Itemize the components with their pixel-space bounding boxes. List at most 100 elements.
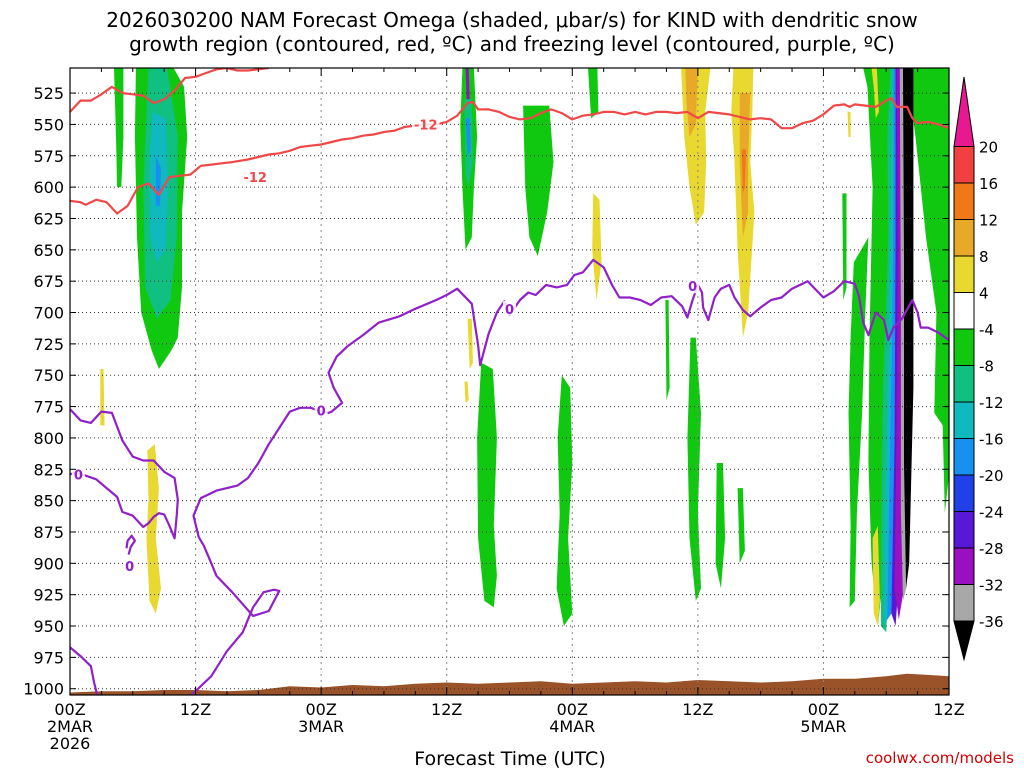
x-tick-label: 00Z xyxy=(557,700,588,719)
freezing-contour-label-bg xyxy=(686,278,700,294)
credit-text: coolwx.com/models xyxy=(866,749,1014,767)
dgz-contour-label-bg xyxy=(412,116,440,132)
omega-region xyxy=(685,68,698,137)
y-tick-label: 975 xyxy=(33,648,64,667)
x-axis-title: Forecast Time (UTC) xyxy=(414,748,605,768)
colorbar-label: -4 xyxy=(979,321,994,339)
x-tick-label: 12Z xyxy=(180,700,211,719)
colorbar-label: -28 xyxy=(979,540,1004,558)
colorbar-label: -12 xyxy=(979,394,1004,412)
omega-region xyxy=(903,68,914,589)
freezing-contour-label: 0 xyxy=(74,468,83,483)
freezing-contour-label-bg xyxy=(502,300,517,316)
freezing-contour-label: 0 xyxy=(317,404,326,419)
y-tick-label: 900 xyxy=(33,554,64,573)
freezing-contour-label-bg xyxy=(314,402,328,418)
omega-shading xyxy=(100,68,949,633)
colorbar-swatch xyxy=(953,365,975,403)
y-tick-label: 875 xyxy=(33,523,64,542)
y-tick-label: 575 xyxy=(33,147,64,166)
contour-layer: -12 -12 0 0 0 0 0 xyxy=(70,68,949,695)
colorbar: 20 16 12 8 4 -4 -8 -12 -16 -20 -24 -28 -32 -36 xyxy=(953,76,1004,662)
omega-region xyxy=(842,193,847,300)
colorbar-swatch xyxy=(953,584,975,622)
y-tick-label: 600 xyxy=(33,178,64,197)
y-tick-label: 725 xyxy=(33,335,64,354)
omega-region xyxy=(737,488,745,564)
terrain-area xyxy=(70,673,949,695)
y-tick-label: 675 xyxy=(33,272,64,291)
y-tick-label: 700 xyxy=(33,304,64,323)
y-tick-label: 800 xyxy=(33,429,64,448)
y-tick-label: 550 xyxy=(33,115,64,134)
freezing-contour-label-bg xyxy=(123,557,137,573)
colorbar-swatch xyxy=(953,182,975,220)
colorbar-label: -36 xyxy=(979,613,1004,631)
omega-region xyxy=(465,118,471,156)
terrain-layer xyxy=(70,673,949,695)
y-tick-label: 650 xyxy=(33,241,64,260)
grid xyxy=(69,68,950,695)
freezing-contour-label: 0 xyxy=(505,303,514,318)
y-tick-label: 825 xyxy=(33,460,64,479)
omega-region xyxy=(465,68,470,100)
omega-region xyxy=(556,375,573,626)
colorbar-label: -24 xyxy=(979,504,1004,522)
colorbar-label: 8 xyxy=(979,248,989,266)
colorbar-swatch xyxy=(953,547,975,585)
omega-region xyxy=(848,237,869,608)
title-line-2: growth region (contoured, red, ºC) and f… xyxy=(129,32,895,56)
y-tick-label: 625 xyxy=(33,209,64,228)
colorbar-swatch xyxy=(953,219,975,257)
colorbar-label: 20 xyxy=(979,139,998,157)
x-tick-label: 2026 xyxy=(50,734,91,753)
colorbar-cap-bottom xyxy=(953,620,975,662)
colorbar-label: -16 xyxy=(979,431,1004,449)
y-tick-label: 1000 xyxy=(23,680,64,699)
colorbar-swatch xyxy=(953,474,975,512)
dgz-contour-label: -12 xyxy=(243,171,267,186)
freezing-contour-main xyxy=(190,258,949,695)
freezing-contour-west xyxy=(70,408,179,540)
freezing-contour-label: 0 xyxy=(125,560,134,575)
x-tick-label: 00Z xyxy=(54,700,85,719)
x-tick-label: 2MAR xyxy=(47,717,93,736)
dgz-contour-lower xyxy=(70,97,949,215)
omega-region xyxy=(715,463,726,589)
dgz-contour-label: -12 xyxy=(414,118,438,133)
colorbar-label: 12 xyxy=(979,212,998,230)
dgz-contour-upper xyxy=(70,68,269,113)
colorbar-swatch xyxy=(953,511,975,549)
x-tick-label: 12Z xyxy=(682,700,713,719)
x-tick-label: 3MAR xyxy=(298,717,344,736)
x-tick-label: 00Z xyxy=(305,700,336,719)
y-tick-label: 925 xyxy=(33,586,64,605)
colorbar-label: -8 xyxy=(979,358,994,376)
omega-region xyxy=(847,111,851,137)
omega-region xyxy=(477,362,497,608)
omega-region xyxy=(114,68,124,188)
omega-region xyxy=(588,68,599,119)
y-tick-label: 775 xyxy=(33,398,64,417)
colorbar-swatch xyxy=(953,146,975,184)
axes: 525 550 575 600 625 650 675 700 725 750 775 800 825 8… xyxy=(23,67,965,753)
colorbar-label: 16 xyxy=(979,175,998,193)
y-tick-label: 850 xyxy=(33,492,64,511)
x-tick-label: 5MAR xyxy=(800,717,846,736)
x-tick-label: 4MAR xyxy=(549,717,595,736)
colorbar-swatch xyxy=(953,292,975,330)
x-tick-label: 12Z xyxy=(431,700,462,719)
freezing-contour-bottom xyxy=(70,646,99,695)
freezing-contour-small xyxy=(125,534,136,555)
x-tick-label: 12Z xyxy=(933,700,964,719)
y-tick-label: 750 xyxy=(33,366,64,385)
omega-region xyxy=(592,193,602,300)
colorbar-label: 4 xyxy=(979,285,989,303)
title-line-1: 2026030200 NAM Forecast Omega (shaded, μ… xyxy=(106,8,917,32)
freezing-contour-label-bg xyxy=(71,466,85,482)
colorbar-swatch xyxy=(953,255,975,293)
x-tick-label: 00Z xyxy=(808,700,839,719)
freezing-contour-label: 0 xyxy=(688,280,697,295)
colorbar-label: -32 xyxy=(979,577,1004,595)
